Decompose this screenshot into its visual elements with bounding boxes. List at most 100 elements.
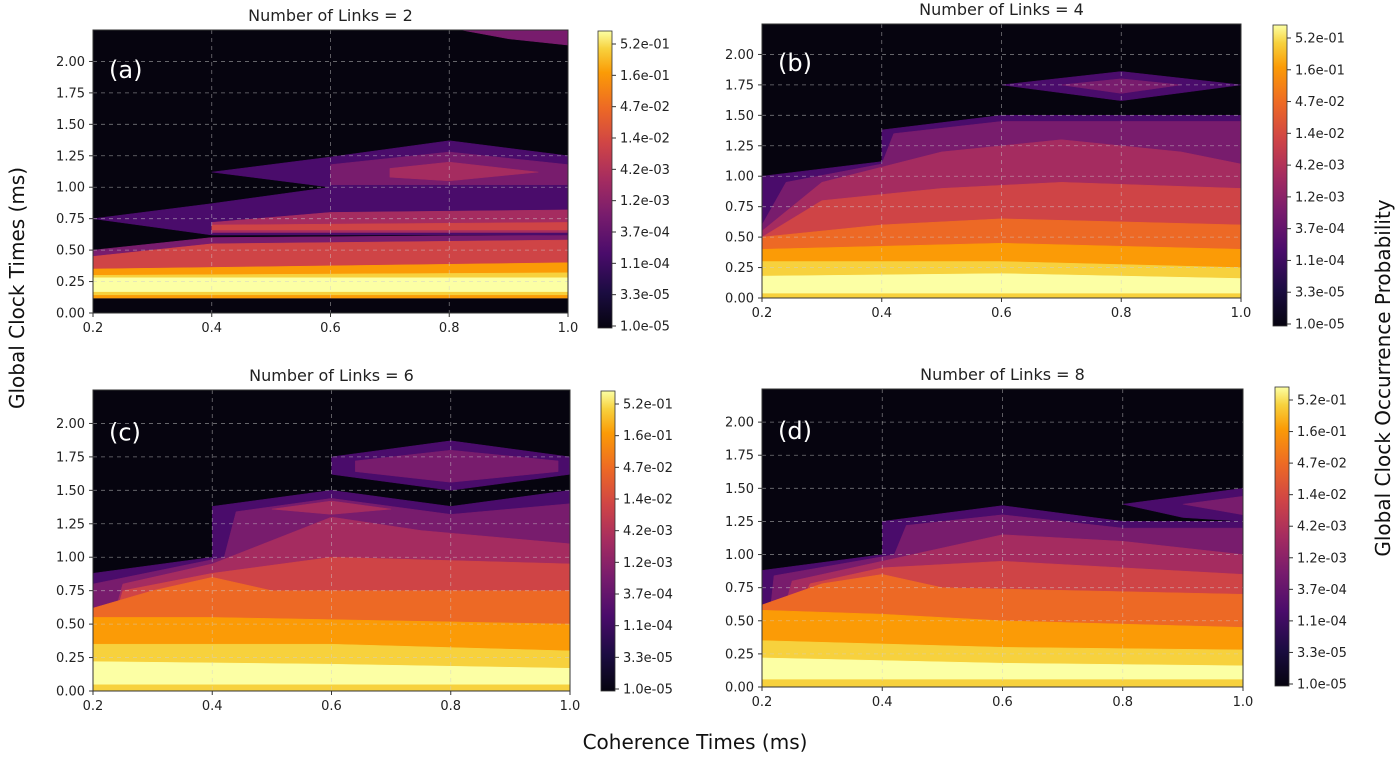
y-tick-label: 1.25	[56, 517, 85, 532]
y-tick-label: 1.00	[725, 170, 754, 185]
colorbar-tick-label: 1.1e-04	[620, 257, 670, 272]
x-tick-label: 1.0	[1231, 306, 1252, 321]
y-axis-label: Global Clock Times (ms)	[5, 167, 29, 409]
contour-region	[461, 30, 568, 46]
y-tick-label: 1.00	[725, 548, 754, 563]
colorbar-tick-label: 1.6e-01	[623, 429, 673, 444]
y-tick-label: 0.75	[725, 200, 754, 215]
y-tick-label: 1.75	[56, 450, 85, 465]
colorbar-tick-label: 1.0e-05	[623, 683, 673, 698]
panel-letter: (a)	[109, 56, 142, 84]
x-tick-label: 0.8	[1112, 695, 1133, 710]
x-tick-label: 0.8	[1111, 306, 1132, 321]
y-tick-label: 1.25	[725, 139, 754, 154]
panel-b: 0.2 0.4 0.6 0.8 1.0 0.00 0.25 0.50 0.75 1.00 1.25 1…	[725, 0, 1345, 333]
x-tick-label: 0.6	[991, 306, 1012, 321]
x-tick-label: 0.2	[752, 306, 773, 321]
colorbar	[600, 390, 616, 692]
colorbar-tick-label: 1.0e-05	[620, 320, 670, 335]
colorbar-tick-label: 1.4e-02	[1295, 127, 1345, 142]
x-tick-label: 0.4	[871, 306, 892, 321]
panel-title: Number of Links = 8	[920, 365, 1085, 384]
colorbar	[597, 30, 613, 329]
y-tick-label: 1.00	[56, 551, 85, 566]
x-tick-label: 0.2	[752, 695, 773, 710]
y-tick-label: 1.50	[725, 109, 754, 124]
colorbar-tick-label: 3.7e-04	[620, 226, 670, 241]
x-tick-label: 0.4	[202, 699, 223, 714]
panel-title: Number of Links = 2	[248, 6, 413, 25]
colorbar-tick-label: 4.2e-03	[1297, 520, 1347, 535]
x-tick-label: 1.0	[560, 699, 581, 714]
colorbar-tick-label: 3.7e-04	[1295, 222, 1345, 237]
y-tick-label: 0.25	[725, 647, 754, 662]
colorbar-tick-label: 5.2e-01	[620, 38, 670, 53]
y-tick-label: 1.25	[56, 149, 85, 164]
colorbar-tick-label: 4.7e-02	[620, 100, 670, 115]
contour-region	[355, 449, 559, 483]
panel-title: Number of Links = 4	[919, 0, 1084, 19]
colorbar-tick-label: 3.3e-05	[1297, 646, 1347, 661]
y-tick-label: 0.75	[725, 581, 754, 596]
colorbar-tick-label: 1.1e-04	[1297, 614, 1347, 629]
colorbar-tick-label: 3.3e-05	[623, 651, 673, 666]
colorbar-tick-label: 5.2e-01	[623, 398, 673, 413]
colorbar-tick-label: 1.4e-02	[620, 132, 670, 147]
contour-region	[1182, 496, 1243, 516]
colorbar-tick-label: 1.4e-02	[1297, 488, 1347, 503]
y-tick-label: 0.00	[56, 307, 85, 322]
y-tick-label: 0.75	[56, 212, 85, 227]
x-tick-label: 0.8	[439, 321, 460, 336]
colorbar-tick-label: 3.7e-04	[1297, 583, 1347, 598]
y-tick-label: 1.75	[725, 449, 754, 464]
colorbar-tick-label: 5.2e-01	[1297, 394, 1347, 409]
panel-letter: (c)	[109, 418, 141, 446]
y-tick-label: 0.00	[725, 292, 754, 307]
colorbar-tick-label: 3.3e-05	[620, 288, 670, 303]
colorbar-tick-label: 4.2e-03	[1295, 159, 1345, 174]
x-tick-label: 1.0	[558, 321, 579, 336]
y-tick-label: 1.50	[56, 484, 85, 499]
colorbar-tick-label: 4.2e-03	[623, 524, 673, 539]
panel-d: 0.2 0.4 0.6 0.8 1.0 0.00 0.25 0.50 0.75 1.00 1.25 1…	[725, 365, 1347, 710]
colorbar-tick-label: 1.4e-02	[623, 493, 673, 508]
y-tick-label: 0.75	[56, 584, 85, 599]
x-tick-label: 0.6	[320, 321, 341, 336]
x-tick-label: 0.6	[992, 695, 1013, 710]
x-tick-label: 0.6	[321, 699, 342, 714]
x-axis-label: Coherence Times (ms)	[583, 730, 808, 754]
y-tick-label: 2.00	[56, 55, 85, 70]
x-tick-label: 0.4	[201, 321, 222, 336]
panel-title: Number of Links = 6	[249, 366, 414, 385]
y-tick-label: 0.25	[725, 261, 754, 276]
y-tick-label: 1.50	[725, 482, 754, 497]
y-tick-label: 1.50	[56, 118, 85, 133]
colorbar-tick-label: 3.3e-05	[1295, 286, 1345, 301]
colorbar-tick-label: 4.2e-03	[620, 163, 670, 178]
y-tick-label: 0.00	[56, 685, 85, 700]
y-tick-label: 1.75	[725, 78, 754, 93]
panel-letter: (d)	[778, 417, 812, 445]
colorbar-tick-label: 4.7e-02	[1297, 457, 1347, 472]
y-tick-label: 0.50	[56, 244, 85, 259]
colorbar-tick-label: 1.6e-01	[1297, 425, 1347, 440]
colorbar-tick-label: 1.0e-05	[1295, 318, 1345, 333]
colorbar-tick-label: 1.2e-03	[1297, 551, 1347, 566]
colorbar-tick-label: 3.7e-04	[623, 588, 673, 603]
colorbar-tick-label: 1.6e-01	[1295, 63, 1345, 78]
y-tick-label: 0.25	[56, 651, 85, 666]
y-tick-label: 1.00	[56, 181, 85, 196]
x-tick-label: 0.2	[83, 699, 104, 714]
colorbar-tick-label: 1.2e-03	[620, 194, 670, 209]
colorbar-tick-label: 5.2e-01	[1295, 32, 1345, 47]
y-tick-label: 0.50	[725, 614, 754, 629]
colorbar-tick-label: 1.0e-05	[1297, 678, 1347, 693]
contour-region	[389, 161, 539, 182]
x-tick-label: 0.8	[440, 699, 461, 714]
y-tick-label: 0.00	[725, 681, 754, 696]
colorbar-tick-label: 1.1e-04	[623, 619, 673, 634]
y-tick-label: 2.00	[56, 417, 85, 432]
x-tick-label: 0.2	[83, 321, 104, 336]
x-tick-label: 1.0	[1233, 695, 1254, 710]
